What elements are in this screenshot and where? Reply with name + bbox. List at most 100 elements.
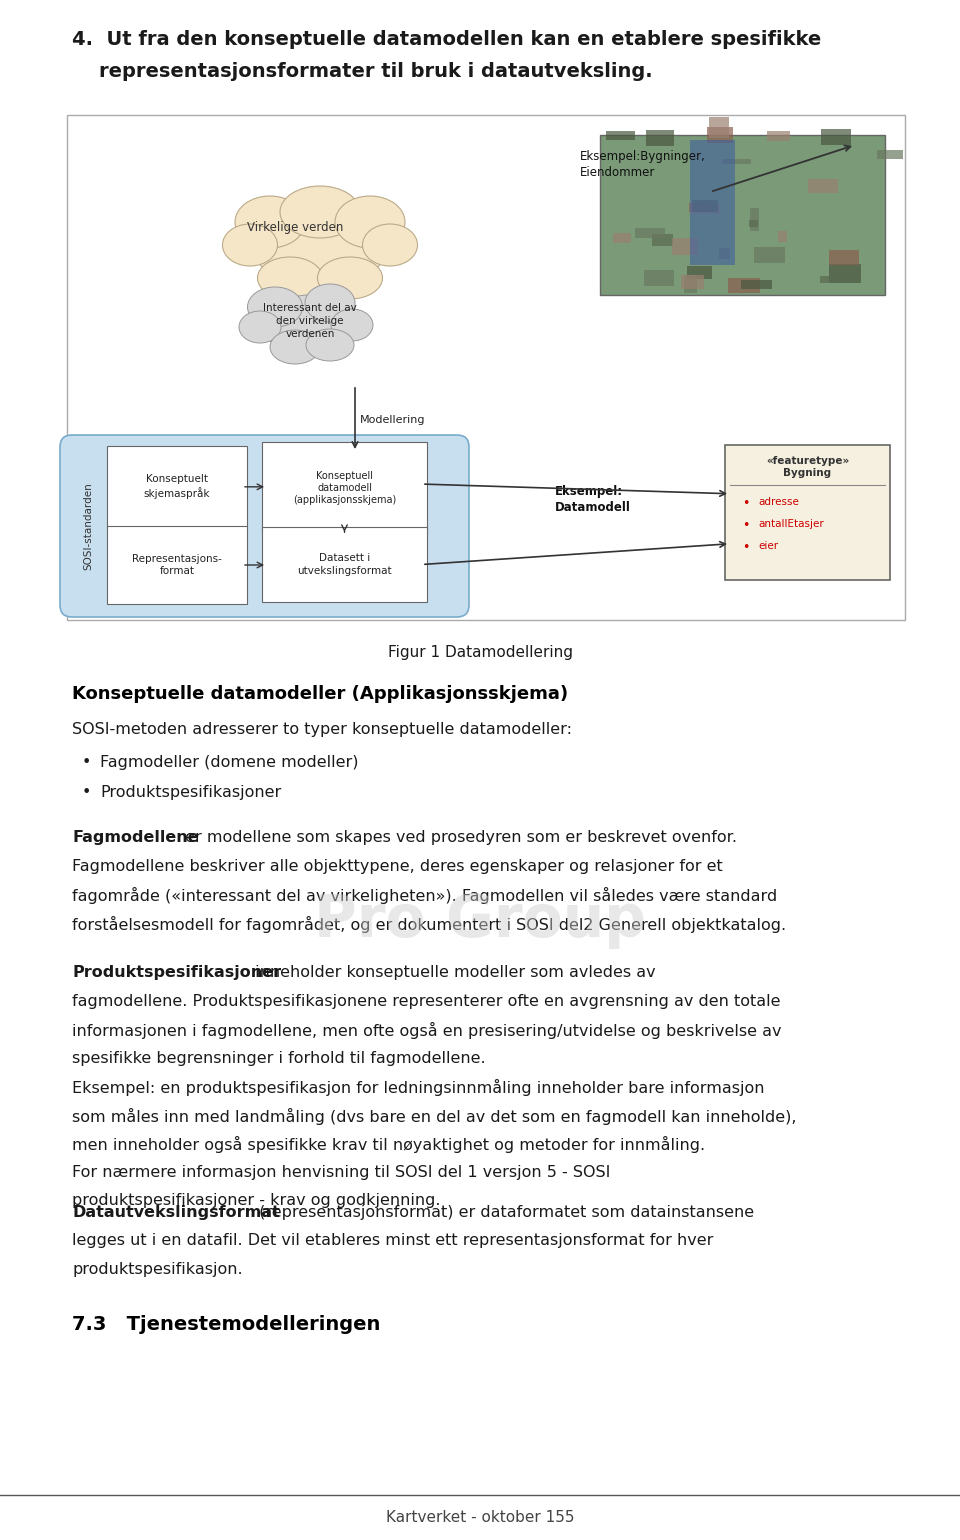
Text: inneholder konseptuelle modeller som avledes av: inneholder konseptuelle modeller som avl…	[250, 966, 656, 979]
Text: Fagmodellene: Fagmodellene	[72, 830, 199, 845]
Ellipse shape	[363, 223, 418, 266]
Text: •: •	[82, 755, 91, 770]
Bar	[686, 266, 712, 279]
Ellipse shape	[280, 186, 360, 239]
Text: Produktspesifikasjoner: Produktspesifikasjoner	[72, 966, 281, 979]
Text: produktspesifikasjoner - krav og godkjenning.: produktspesifikasjoner - krav og godkjen…	[72, 1194, 441, 1207]
Text: adresse: adresse	[758, 497, 799, 507]
FancyBboxPatch shape	[67, 116, 905, 621]
Bar	[690, 140, 735, 265]
Text: Produktspesifikasjoner: Produktspesifikasjoner	[100, 785, 281, 799]
FancyBboxPatch shape	[107, 447, 247, 528]
Bar	[709, 117, 729, 137]
Text: •: •	[82, 785, 91, 799]
Text: •: •	[742, 497, 750, 510]
Text: Konseptuelle datamodeller (Applikasjonsskjema): Konseptuelle datamodeller (Applikasjonss…	[72, 685, 568, 702]
Bar	[689, 205, 720, 214]
Bar	[767, 131, 790, 140]
Text: Datautvekslingsformat: Datautvekslingsformat	[72, 1204, 279, 1220]
Text: som måles inn med landmåling (dvs bare en del av det som en fagmodell kan inneho: som måles inn med landmåling (dvs bare e…	[72, 1107, 797, 1124]
Bar	[876, 149, 903, 159]
Bar	[646, 129, 674, 146]
FancyBboxPatch shape	[107, 527, 247, 604]
Text: 7.3   Tjenestemodelleringen: 7.3 Tjenestemodelleringen	[72, 1315, 380, 1334]
Ellipse shape	[239, 311, 281, 343]
Ellipse shape	[262, 296, 357, 356]
Text: •: •	[742, 541, 750, 554]
Ellipse shape	[335, 196, 405, 248]
Text: Eksempel: en produktspesifikasjon for ledningsinnmåling inneholder bare informas: Eksempel: en produktspesifikasjon for le…	[72, 1080, 764, 1096]
Bar	[808, 180, 838, 192]
Bar	[612, 233, 631, 243]
Bar	[606, 131, 635, 140]
Text: 4.  Ut fra den konseptuelle datamodellen kan en etablere spesifikke: 4. Ut fra den konseptuelle datamodellen …	[72, 29, 821, 49]
Text: (representasjonsformat) er dataformatet som datainstansene: (representasjonsformat) er dataformatet …	[254, 1204, 755, 1220]
Text: Modellering: Modellering	[360, 414, 425, 425]
Bar	[684, 276, 697, 293]
Text: antallEtasjer: antallEtasjer	[758, 519, 824, 530]
Text: fagmodellene. Produktspesifikasjonene representerer ofte en avgrensning av den t: fagmodellene. Produktspesifikasjonene re…	[72, 993, 780, 1009]
Text: produktspesifikasjon.: produktspesifikasjon.	[72, 1261, 243, 1277]
Bar	[689, 203, 710, 213]
FancyBboxPatch shape	[60, 434, 469, 618]
Ellipse shape	[257, 257, 323, 299]
Text: SOSI-metoden adresserer to typer konseptuelle datamodeller:: SOSI-metoden adresserer to typer konsept…	[72, 722, 572, 738]
Bar	[729, 277, 760, 293]
Bar	[692, 200, 718, 213]
Ellipse shape	[255, 213, 385, 288]
Bar	[672, 237, 698, 256]
Bar	[719, 248, 730, 259]
Bar	[749, 220, 757, 226]
Ellipse shape	[223, 223, 277, 266]
Bar	[652, 234, 673, 246]
Text: fagområde («interessant del av virkeligheten»). Fagmodellen vil således være sta: fagområde («interessant del av virkeligh…	[72, 887, 778, 904]
Bar	[829, 251, 859, 265]
FancyBboxPatch shape	[725, 445, 890, 581]
Text: For nærmere informasjon henvisning til SOSI del 1 versjon 5 - SOSI: For nærmere informasjon henvisning til S…	[72, 1164, 611, 1180]
Text: •: •	[742, 519, 750, 531]
Bar	[754, 246, 785, 262]
Bar	[707, 128, 733, 143]
Bar	[635, 228, 665, 239]
Text: representasjonsformater til bruk i datautveksling.: representasjonsformater til bruk i datau…	[72, 62, 653, 82]
FancyBboxPatch shape	[600, 136, 885, 296]
Text: Konseptuelt
skjemaspråk: Konseptuelt skjemaspråk	[144, 474, 210, 499]
Text: men inneholder også spesifikke krav til nøyaktighet og metoder for innmåling.: men inneholder også spesifikke krav til …	[72, 1137, 706, 1153]
Bar	[722, 159, 752, 165]
Ellipse shape	[331, 310, 373, 340]
Text: Representasjons-
format: Representasjons- format	[132, 554, 222, 576]
FancyBboxPatch shape	[262, 527, 427, 602]
Text: forståelsesmodell for fagområdet, og er dokumentert i SOSI del2 Generell objektk: forståelsesmodell for fagområdet, og er …	[72, 915, 786, 933]
Text: SOSI-standarden: SOSI-standarden	[83, 482, 93, 570]
Bar	[778, 231, 787, 242]
Ellipse shape	[306, 330, 354, 360]
Text: Pro Group: Pro Group	[314, 892, 646, 949]
Text: er modellene som skapes ved prosedyren som er beskrevet ovenfor.: er modellene som skapes ved prosedyren s…	[180, 830, 737, 845]
Text: Datasett i
utvekslingsformat: Datasett i utvekslingsformat	[298, 553, 392, 576]
Text: Kartverket - oktober 155: Kartverket - oktober 155	[386, 1511, 574, 1525]
Text: Figur 1 Datamodellering: Figur 1 Datamodellering	[388, 645, 572, 661]
Text: Interessant del av
den virkelige
verdenen: Interessant del av den virkelige verdene…	[263, 303, 357, 339]
Bar	[741, 280, 772, 290]
Ellipse shape	[270, 330, 320, 363]
Ellipse shape	[235, 196, 305, 248]
FancyBboxPatch shape	[262, 442, 427, 534]
Bar	[750, 208, 758, 231]
Text: «featuretype»
Bygning: «featuretype» Bygning	[766, 456, 850, 477]
Text: eier: eier	[758, 541, 779, 551]
Text: Konseptuell
datamodell
(applikasjonsskjema): Konseptuell datamodell (applikasjonsskje…	[293, 471, 396, 505]
Text: Fagmodeller (domene modeller): Fagmodeller (domene modeller)	[100, 755, 358, 770]
Bar	[821, 129, 852, 145]
Text: Virkelige verden: Virkelige verden	[247, 222, 343, 234]
Text: spesifikke begrensninger i forhold til fagmodellene.: spesifikke begrensninger i forhold til f…	[72, 1050, 486, 1066]
Bar	[828, 265, 861, 283]
Bar	[682, 276, 705, 290]
Ellipse shape	[318, 257, 382, 299]
Text: Eksempel:
Datamodell: Eksempel: Datamodell	[555, 485, 631, 514]
Ellipse shape	[305, 283, 355, 322]
Text: Fagmodellene beskriver alle objekttypene, deres egenskaper og relasjoner for et: Fagmodellene beskriver alle objekttypene…	[72, 858, 723, 873]
Bar	[644, 270, 674, 286]
Text: Eksempel:Bygninger,
Eiendommer: Eksempel:Bygninger, Eiendommer	[580, 149, 706, 179]
Text: informasjonen i fagmodellene, men ofte også en presisering/utvidelse og beskrive: informasjonen i fagmodellene, men ofte o…	[72, 1023, 781, 1040]
Ellipse shape	[248, 286, 302, 326]
